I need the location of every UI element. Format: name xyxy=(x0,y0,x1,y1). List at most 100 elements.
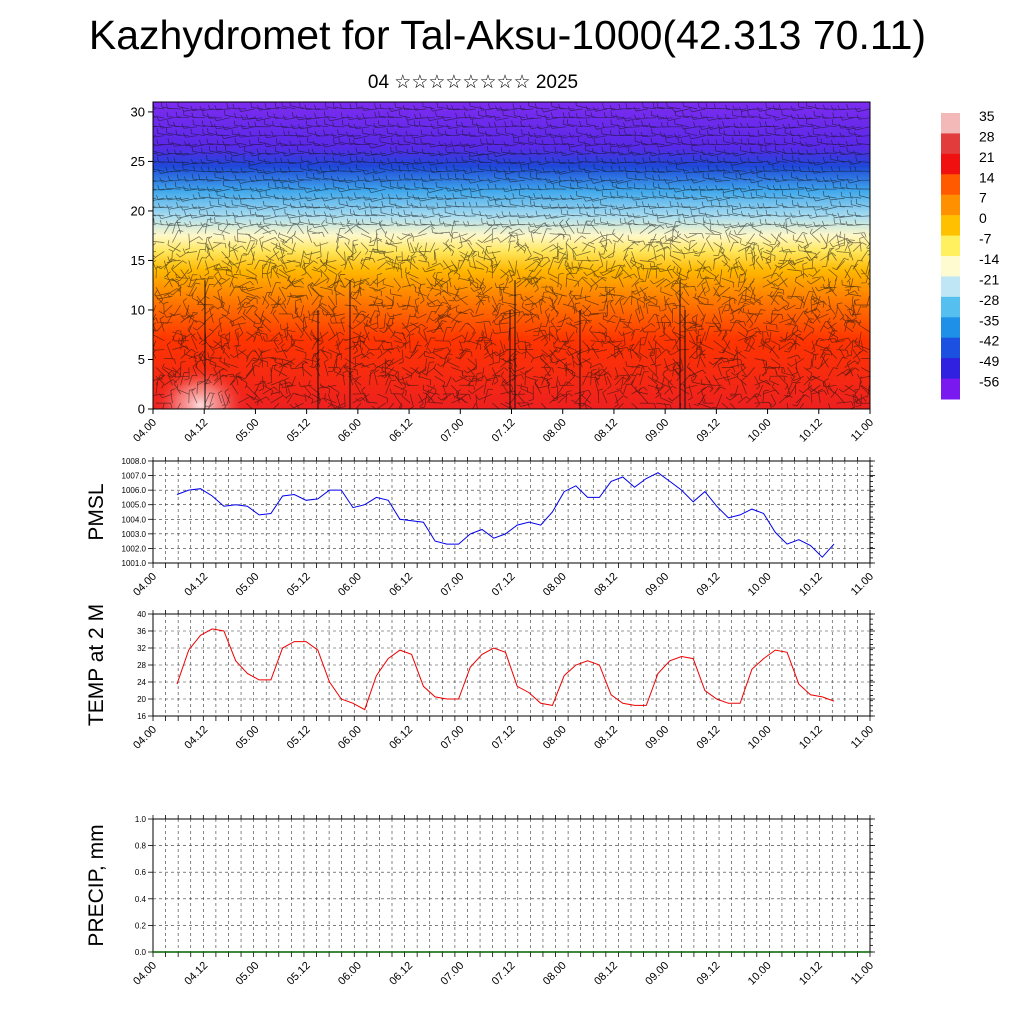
colorbar-label: -42 xyxy=(979,333,999,349)
x-tick-label: 10.12 xyxy=(797,724,825,752)
x-tick-label: 07.00 xyxy=(438,417,466,445)
precip-frame xyxy=(152,818,871,953)
colorbar-label: -56 xyxy=(979,374,999,390)
x-tick-label: 08.00 xyxy=(541,960,569,988)
x-tick-label: 11.00 xyxy=(849,724,876,751)
y-tick-label: 1002.0 xyxy=(122,544,147,553)
colorbar-segment xyxy=(941,317,960,339)
y-tick-label: 10 xyxy=(131,302,145,317)
y-tick-label: 1.0 xyxy=(135,815,147,824)
colorbar-segment xyxy=(941,215,960,237)
colorbar-label: -35 xyxy=(979,312,999,328)
pmsl-grid xyxy=(153,461,870,563)
cross-section-plot xyxy=(153,102,870,409)
x-tick-label: 04.00 xyxy=(131,571,159,599)
x-tick-label: 05.12 xyxy=(285,417,313,445)
colorbar-label: 7 xyxy=(979,190,987,206)
wind-barbs xyxy=(153,102,870,409)
y-tick-label: 28 xyxy=(137,661,146,670)
colorbar-segment xyxy=(941,358,960,380)
x-tick-label: 06.12 xyxy=(387,960,415,988)
x-tick-label: 09.12 xyxy=(695,417,723,445)
y-tick-label: 16 xyxy=(137,712,146,721)
temp-frame xyxy=(152,613,871,717)
x-tick-label: 10.00 xyxy=(746,960,774,988)
x-tick-label: 10.00 xyxy=(746,571,774,599)
temp-line xyxy=(176,628,835,711)
precip-panel: 0.0 0.2 0.4 0.6 0.8 1.0 04.00 04.12 05.00 05.12 06… xyxy=(85,815,876,988)
x-tick-label: 07.12 xyxy=(490,417,518,445)
cross-section-panel: 0 5 10 15 20 25 30 04.00 04.12 05.00 05.12 06.00 06.… xyxy=(131,101,876,445)
pmsl-ticks xyxy=(148,457,875,568)
pmsl-ylabel: PMSL xyxy=(85,483,108,540)
x-tick-label: 08.00 xyxy=(541,571,569,599)
x-tick-label: 05.00 xyxy=(234,960,262,988)
x-tick-label: 10.00 xyxy=(746,417,774,445)
x-tick-label: 10.12 xyxy=(797,571,825,599)
x-tick-label: 10.12 xyxy=(797,960,825,988)
y-tick-label: 1004.0 xyxy=(122,515,147,524)
x-tick-label: 09.00 xyxy=(643,571,671,599)
y-tick-label: 0.2 xyxy=(135,921,147,930)
x-tick-label: 10.12 xyxy=(797,417,825,445)
colorbar-label: -21 xyxy=(979,271,999,287)
x-tick-label: 06.00 xyxy=(336,960,364,988)
x-tick-label: 09.12 xyxy=(695,960,723,988)
y-tick-label: 1003.0 xyxy=(122,530,147,539)
colorbar-label: 0 xyxy=(979,210,987,226)
x-tick-label: 09.00 xyxy=(643,724,671,752)
colorbar-label: 14 xyxy=(979,169,995,185)
x-tick-label: 06.00 xyxy=(336,571,364,599)
x-tick-label: 09.00 xyxy=(643,960,671,988)
y-tick-label: 30 xyxy=(131,104,145,119)
colorbar-label: -14 xyxy=(979,251,999,267)
y-tick-label: 15 xyxy=(131,253,145,268)
x-tick-label: 04.12 xyxy=(182,724,210,752)
y-tick-label: 20 xyxy=(137,695,146,704)
temp-ticks xyxy=(148,610,875,721)
x-tick-label: 06.12 xyxy=(387,571,415,599)
x-tick-label: 11.00 xyxy=(849,960,876,987)
y-tick-label: 0.6 xyxy=(135,868,147,877)
colorbar-segment xyxy=(941,153,960,175)
x-tick-label: 04.00 xyxy=(131,417,159,445)
x-tick-label: 08.00 xyxy=(541,417,569,445)
colorbar-segment xyxy=(941,256,960,277)
x-tick-label: 04.00 xyxy=(131,960,159,988)
colorbar-label: 35 xyxy=(979,108,995,124)
x-tick-label: 07.00 xyxy=(438,960,466,988)
y-tick-label: 1008.0 xyxy=(122,457,147,466)
colorbar-segment xyxy=(941,235,960,257)
colorbar-label: 21 xyxy=(979,149,995,165)
colorbar-label: -28 xyxy=(979,292,999,308)
colorbar-segment xyxy=(941,174,960,196)
x-tick-label: 09.12 xyxy=(695,724,723,752)
colorbar-segment xyxy=(941,296,960,318)
y-tick-label: 1006.0 xyxy=(122,486,147,495)
x-tick-label: 08.12 xyxy=(592,960,620,988)
temp-ylabel: TEMP at 2 M xyxy=(85,604,108,726)
y-tick-label: 1001.0 xyxy=(122,559,147,568)
colorbar-segment xyxy=(941,276,960,298)
x-tick-label: 08.12 xyxy=(592,571,620,599)
y-tick-label: 40 xyxy=(137,610,146,619)
x-tick-label: 08.00 xyxy=(541,724,569,752)
x-tick-label: 06.12 xyxy=(387,724,415,752)
colorbar-segment xyxy=(941,378,960,400)
precip-ylabel: PRECIP, mm xyxy=(85,824,108,946)
y-tick-label: 0.0 xyxy=(135,948,147,957)
y-tick-label: 20 xyxy=(131,203,145,218)
colorbar-segment xyxy=(941,194,960,216)
x-tick-label: 05.00 xyxy=(234,571,262,599)
y-tick-label: 0.4 xyxy=(135,895,147,904)
x-tick-label: 09.00 xyxy=(643,417,671,445)
colorbar-segment xyxy=(941,113,960,134)
x-tick-label: 04.00 xyxy=(131,724,159,752)
pmsl-line xyxy=(176,472,835,558)
temp-panel: 16 20 24 28 32 36 40 04.00 04.12 05.00 05.12 06.00 0… xyxy=(85,604,876,752)
y-tick-label: 1007.0 xyxy=(122,472,147,481)
y-tick-label: 32 xyxy=(137,644,146,653)
page-title: Kazhydromet for Tal-Aksu-1000(42.313 70.… xyxy=(88,12,927,58)
x-tick-label: 11.00 xyxy=(849,417,876,444)
